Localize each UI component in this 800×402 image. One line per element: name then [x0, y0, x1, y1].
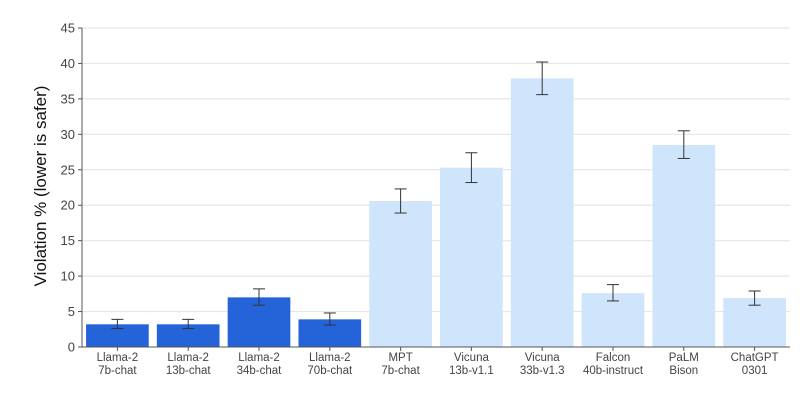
y-axis-title: Violation % (lower is safer) — [31, 86, 50, 287]
y-tick-label-45: 45 — [61, 21, 75, 36]
error-bars — [111, 61, 761, 330]
bar-1 — [156, 324, 220, 347]
bar-6 — [510, 78, 574, 347]
x-tick-label-4-1: 7b-chat — [381, 365, 420, 377]
bar-7 — [581, 293, 645, 347]
bar-4 — [369, 200, 432, 347]
y-tick-label-5: 5 — [68, 304, 75, 319]
grid-lines — [82, 27, 790, 313]
bars — [86, 78, 786, 347]
y-tick-label-20: 20 — [61, 198, 75, 213]
x-tick-label-1-0: Llama-2 — [167, 352, 209, 364]
y-tick-label-0: 0 — [68, 340, 75, 355]
x-tick-label-7-1: 40b-instruct — [583, 365, 644, 377]
tick-labels: 051015202530354045Llama-27b-chatLlama-21… — [61, 21, 779, 378]
x-tick-label-7-0: Falcon — [596, 352, 631, 364]
x-tick-label-9-1: 0301 — [742, 365, 768, 377]
x-tick-label-9-0: ChatGPT — [731, 352, 779, 364]
x-tick-label-6-1: 33b-v1.3 — [520, 365, 565, 377]
x-tick-label-0-1: 7b-chat — [98, 365, 137, 377]
x-tick-label-5-0: Vicuna — [454, 352, 490, 364]
bar-9 — [723, 298, 786, 347]
x-tick-label-0-0: Llama-2 — [97, 352, 139, 364]
y-tick-label-15: 15 — [61, 233, 75, 248]
x-tick-label-8-0: PaLM — [669, 352, 699, 364]
bar-0 — [86, 324, 149, 347]
x-tick-label-3-0: Llama-2 — [309, 352, 351, 364]
axes — [78, 27, 790, 351]
x-tick-label-2-0: Llama-2 — [238, 352, 280, 364]
x-tick-label-1-1: 13b-chat — [166, 365, 212, 377]
x-tick-label-2-1: 34b-chat — [237, 365, 283, 377]
bar-8 — [652, 144, 716, 347]
bar-5 — [440, 167, 503, 347]
y-tick-label-40: 40 — [61, 56, 75, 71]
x-tick-label-4-0: MPT — [388, 352, 412, 364]
x-tick-label-3-1: 70b-chat — [307, 365, 353, 377]
y-tick-label-30: 30 — [61, 127, 75, 142]
x-tick-label-5-1: 13b-v1.1 — [449, 365, 494, 377]
x-tick-label-8-1: Bison — [669, 365, 698, 377]
y-tick-label-35: 35 — [61, 91, 75, 106]
y-tick-label-10: 10 — [61, 269, 75, 284]
y-tick-label-25: 25 — [61, 162, 75, 177]
x-tick-label-6-0: Vicuna — [525, 352, 561, 364]
